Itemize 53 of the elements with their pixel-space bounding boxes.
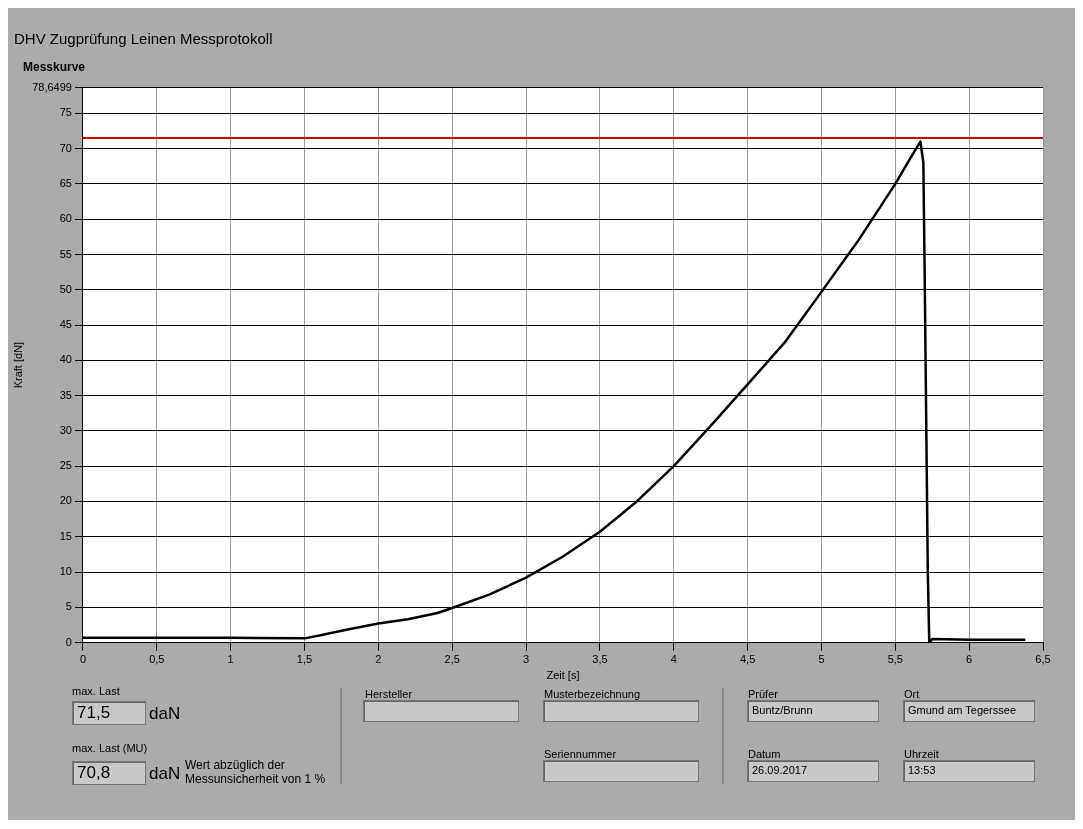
y-tick-label: 25 [59,459,72,472]
y-tick-label: 15 [59,529,72,542]
text: Hersteller [365,688,413,700]
text-field: Gmund am Tegerssee [903,700,1035,722]
x-tick-label: 5,5 [887,653,903,666]
y-tick-label: 55 [59,247,72,260]
x-tick-label: 4 [670,653,677,666]
text: daN [149,764,181,784]
x-tick-label: 5 [818,653,825,666]
text: max. Last (MU) [72,742,148,754]
text: Musterbezeichnung [544,688,641,700]
y-tick-label: 10 [59,565,72,578]
x-tick-label: 6,5 [1035,653,1051,666]
x-tick-label: 3 [522,653,530,666]
y-tick-label: 20 [59,494,72,507]
text: Ort [904,688,920,700]
x-tick-label: 2,5 [444,653,460,666]
text-field: 13:53 [903,760,1035,782]
chart-subtitle: Messkurve [23,60,86,74]
x-axis-title: Zeit [s] [546,669,580,682]
text: Prüfer [748,688,778,700]
y-tick-label: 50 [59,282,72,295]
y-tick-label: 0 [65,635,72,648]
text: max. Last [72,685,120,697]
text: daN [149,704,181,724]
x-tick-label: 2 [375,653,382,666]
text: Seriennummer [544,748,617,760]
y-tick-label: 45 [59,318,72,331]
text-field: Buntz/Brunn [747,700,879,722]
text-field: 71,5 [72,701,146,725]
text-field: 70,8 [72,761,146,785]
y-tick-label: 40 [59,353,72,366]
x-tick-label: 1 [227,653,234,666]
x-tick-label: 1,5 [296,653,313,666]
y-tick-label: 75 [59,106,72,119]
y-tick-label: 5 [65,600,72,613]
y-tick-label: 65 [59,176,72,189]
y-tick-label: 35 [59,388,72,401]
x-tick-label: 4,5 [739,653,756,666]
x-tick-label: 0,5 [149,653,165,666]
text: Wert abzüglich der Messunsicherheit von 1 % [185,758,327,786]
text: Datum [748,748,781,760]
x-tick-label: 3,5 [592,653,608,666]
text-field: 26.09.2017 [747,760,879,782]
y-tick-label: 78,6499 [32,80,72,93]
y-tick-label: 70 [59,141,72,154]
x-tick-label: 0 [79,653,87,666]
chart-title: DHV Zugprüfung Leinen Messprotokoll [14,30,273,47]
y-axis-title: Kraft [dN] [11,341,24,389]
y-tick-label: 30 [59,423,72,436]
y-tick-label: 60 [59,212,72,225]
x-tick-label: 6 [966,653,973,666]
text: Uhrzeit [904,748,939,760]
